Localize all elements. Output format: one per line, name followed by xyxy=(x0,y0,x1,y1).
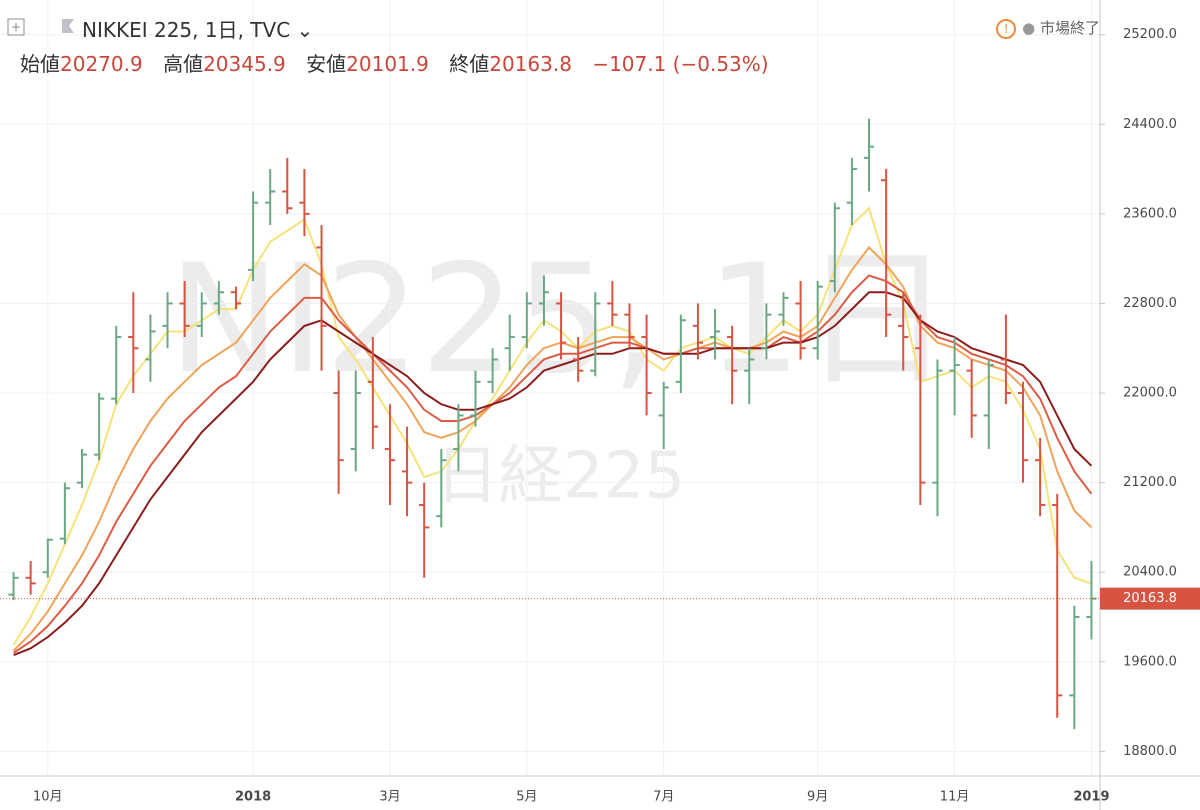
add-icon-cross xyxy=(12,23,20,31)
y-tick-label: 24400.0 xyxy=(1123,117,1177,132)
watermark-sub: 日経225 xyxy=(435,440,685,514)
warning-icon[interactable]: ! xyxy=(996,19,1017,39)
grid xyxy=(0,0,1100,776)
flag-icon xyxy=(62,19,74,33)
moving-average xyxy=(13,291,1093,657)
close-value: 20163.8 xyxy=(489,52,572,76)
open-value: 20270.9 xyxy=(60,52,143,76)
ohlc-header: 始値20270.9 高値20345.9 安値20101.9 終値20163.8 … xyxy=(20,48,783,77)
y-tick-label: 22800.0 xyxy=(1123,296,1177,311)
x-tick-label: 7月 xyxy=(653,790,674,805)
y-tick-label: 23600.0 xyxy=(1123,206,1177,221)
x-tick-label: 2018 xyxy=(235,790,271,805)
y-tick-label: 25200.0 xyxy=(1123,27,1177,42)
x-tick-label: 10月 xyxy=(33,790,63,805)
change: −107.1 (−0.53%) xyxy=(592,52,769,76)
last-price-tag xyxy=(1100,587,1200,610)
y-tick-label: 18800.0 xyxy=(1123,744,1177,759)
close-label: 終値 xyxy=(449,52,490,76)
symbol: NIKKEI 225, 1日, TVC xyxy=(82,18,291,42)
high-value: 20345.9 xyxy=(203,52,286,76)
symbol-title[interactable]: NIKKEI 225, 1日, TVC ⌄ xyxy=(82,18,314,42)
add-icon[interactable] xyxy=(7,18,25,36)
y-tick-label: 19600.0 xyxy=(1123,654,1177,669)
market-status: ! ● 市場終了 xyxy=(996,17,1100,39)
y-tick-label: 20400.0 xyxy=(1123,565,1177,580)
open-label: 始値 xyxy=(20,52,60,76)
y-tick-label: 22000.0 xyxy=(1123,386,1177,401)
moving-average xyxy=(12,206,1092,646)
low-value: 20101.9 xyxy=(346,52,429,76)
x-tick-label: 9月 xyxy=(807,790,828,805)
status-text: 市場終了 xyxy=(1039,19,1100,37)
low-label: 安値 xyxy=(306,52,347,76)
x-tick-label: 2019 xyxy=(1073,790,1109,805)
x-tick-label: 5月 xyxy=(516,790,537,805)
moving-average xyxy=(13,274,1093,654)
x-tick-label: 11月 xyxy=(940,790,970,805)
y-tick-label: 21200.0 xyxy=(1123,475,1177,490)
x-tick-label: 3月 xyxy=(379,790,400,805)
last-price-label: 20163.8 xyxy=(1123,591,1177,606)
high-label: 高値 xyxy=(163,52,204,76)
